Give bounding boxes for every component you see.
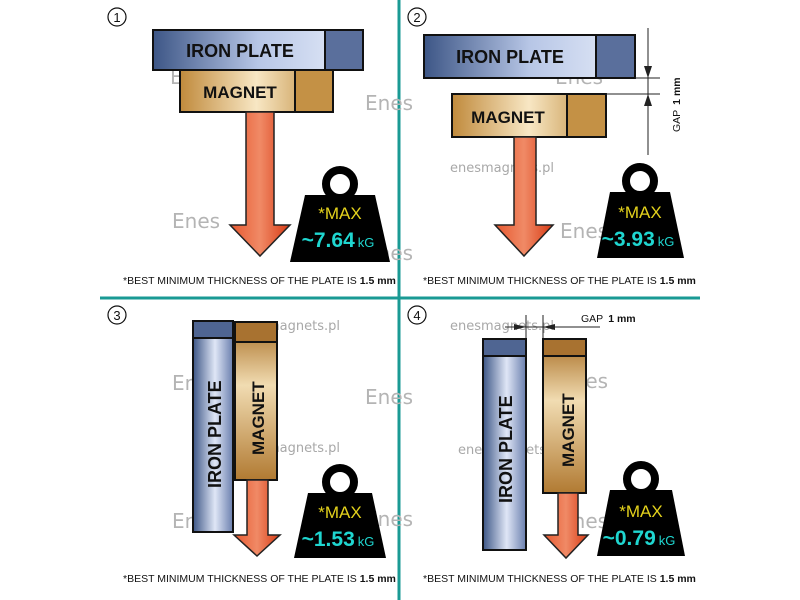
- force-arrow: [228, 111, 292, 258]
- magnet: MAGNET: [542, 338, 587, 494]
- force-unit: kG: [658, 234, 675, 249]
- iron-plate: IRON PLATE: [423, 34, 636, 79]
- max-label: *MAX: [619, 502, 662, 521]
- svg-text:*BEST MINIMUM THICKNESS OF THE: *BEST MINIMUM THICKNESS OF THE PLATE IS …: [123, 275, 396, 287]
- iron-plate-label: IRON PLATE: [186, 41, 294, 61]
- magnet-label: MAGNET: [559, 393, 578, 467]
- force-value: ~3.93: [602, 228, 655, 251]
- panel-number: 3: [113, 308, 120, 323]
- panel-2: 2 IRON PLATE MAGNET GAP 1 mm *MAX ~3.93 kG…: [407, 7, 696, 287]
- gap-value: 1 mm: [671, 77, 683, 104]
- svg-text:GAP1 mm: GAP 1 mm: [581, 313, 636, 325]
- gap-dimension: GAP 1 mm: [606, 28, 683, 155]
- iron-plate-label: IRON PLATE: [496, 395, 516, 503]
- magnet: MAGNET: [179, 69, 334, 113]
- footnote: *BEST MINIMUM THICKNESS OF THE PLATE IS: [123, 573, 360, 585]
- force-unit: kG: [358, 235, 375, 250]
- footnote: *BEST MINIMUM THICKNESS OF THE PLATE IS: [423, 275, 660, 287]
- footnote-value: 1.5 mm: [360, 573, 396, 585]
- force-value: ~7.64: [302, 229, 355, 252]
- force-unit: kG: [659, 533, 676, 548]
- footnote-value: 1.5 mm: [360, 275, 396, 287]
- watermark-logo: Enes: [172, 209, 220, 233]
- watermark-logo: Enes: [365, 385, 413, 409]
- panel-number: 2: [413, 10, 420, 25]
- magnet-label: MAGNET: [471, 108, 545, 127]
- watermark-text: enesmagnets.pl: [450, 319, 554, 334]
- iron-plate-label: IRON PLATE: [456, 47, 564, 67]
- max-label: *MAX: [318, 204, 361, 223]
- max-label: *MAX: [318, 503, 361, 522]
- weight-icon: *MAX ~1.53 kG: [294, 464, 386, 558]
- magnet: MAGNET: [234, 321, 278, 481]
- weight-icon: *MAX ~3.93 kG: [597, 163, 684, 258]
- magnet: MAGNET: [451, 93, 607, 138]
- gap-value: 1 mm: [608, 313, 635, 325]
- svg-text:*BEST MINIMUM THICKNESS OF THE: *BEST MINIMUM THICKNESS OF THE PLATE IS …: [423, 573, 696, 585]
- footnote: *BEST MINIMUM THICKNESS OF THE PLATE IS: [123, 275, 360, 287]
- gap-dimension: GAP 1 mm: [505, 313, 636, 340]
- force-value: ~1.53: [302, 528, 355, 551]
- svg-text:*BEST MINIMUM THICKNESS OF THE: *BEST MINIMUM THICKNESS OF THE PLATE IS …: [123, 573, 396, 585]
- weight-icon: *MAX ~0.79 kG: [597, 461, 685, 556]
- watermark-text: enesmagnets.pl: [450, 161, 554, 176]
- watermark-logo: Enes: [560, 219, 608, 243]
- weight-icon: *MAX ~7.64 kG: [290, 166, 390, 262]
- footnote-value: 1.5 mm: [660, 275, 696, 287]
- svg-text:GAP1 mm: GAP 1 mm: [671, 77, 683, 132]
- panel-number: 1: [113, 10, 120, 25]
- panel-1: 1 IRON PLATE MAGNET *MAX ~7.64 kG *BEST M…: [107, 7, 396, 287]
- iron-plate: IRON PLATE: [192, 320, 234, 533]
- force-unit: kG: [358, 534, 375, 549]
- max-label: *MAX: [618, 203, 661, 222]
- force-arrow: [493, 136, 555, 258]
- magnet-label: MAGNET: [249, 381, 268, 455]
- iron-plate: IRON PLATE: [482, 338, 527, 551]
- gap-label: GAP: [581, 313, 603, 325]
- iron-plate-label: IRON PLATE: [205, 380, 225, 488]
- panel-number: 4: [413, 308, 420, 323]
- panel-4: 4 GAP 1 mm IRON PLATE MAGNET *MAX ~0.79 kG…: [407, 305, 696, 585]
- footnote: *BEST MINIMUM THICKNESS OF THE PLATE IS: [423, 573, 660, 585]
- iron-plate: IRON PLATE: [152, 29, 364, 71]
- watermark-logo: Enes: [365, 91, 413, 115]
- magnet-label: MAGNET: [203, 83, 277, 102]
- panel-3: 3 IRON PLATE MAGNET *MAX ~1.53 kG *BEST M…: [107, 305, 396, 585]
- force-arrow: [232, 479, 282, 558]
- gap-label: GAP: [671, 110, 683, 132]
- force-arrow: [542, 492, 590, 560]
- force-value: ~0.79: [603, 527, 656, 550]
- svg-text:*BEST MINIMUM THICKNESS OF THE: *BEST MINIMUM THICKNESS OF THE PLATE IS …: [423, 275, 696, 287]
- footnote-value: 1.5 mm: [660, 573, 696, 585]
